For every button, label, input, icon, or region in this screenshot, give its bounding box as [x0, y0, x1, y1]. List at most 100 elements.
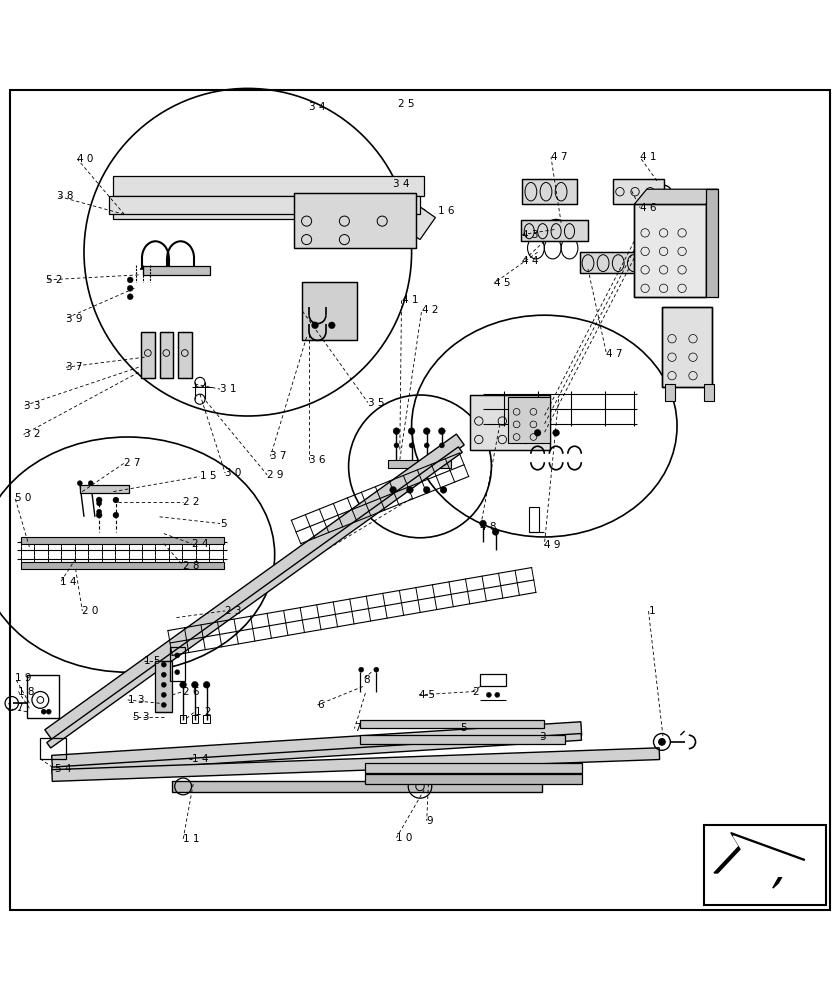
Bar — [172, 781, 542, 792]
Text: 1 6: 1 6 — [438, 206, 455, 216]
Text: 5 2: 5 2 — [46, 275, 63, 285]
Text: 3 2: 3 2 — [24, 429, 40, 439]
Text: 1 5: 1 5 — [200, 471, 217, 481]
Text: 1 5: 1 5 — [144, 656, 161, 666]
Text: 4-5: 4-5 — [418, 690, 435, 700]
Text: 3 8: 3 8 — [57, 191, 74, 201]
Text: 5: 5 — [460, 723, 467, 733]
Text: 2 3: 2 3 — [225, 606, 242, 616]
Circle shape — [553, 429, 559, 436]
Bar — [192, 715, 198, 723]
Text: 3 1: 3 1 — [220, 384, 237, 394]
Polygon shape — [717, 836, 807, 891]
Bar — [508, 397, 550, 443]
Polygon shape — [113, 209, 424, 219]
Circle shape — [161, 672, 166, 677]
Bar — [704, 825, 826, 905]
Text: 4 5: 4 5 — [494, 278, 511, 288]
Polygon shape — [706, 189, 718, 297]
Text: 2 4: 2 4 — [192, 539, 208, 549]
Circle shape — [492, 529, 499, 535]
Text: 4 2: 4 2 — [422, 305, 438, 315]
Text: 4 9: 4 9 — [544, 540, 561, 550]
Text: 3 9: 3 9 — [66, 314, 82, 324]
Circle shape — [328, 322, 335, 329]
Polygon shape — [52, 734, 581, 774]
Circle shape — [409, 443, 414, 448]
Circle shape — [495, 692, 500, 697]
Polygon shape — [714, 833, 805, 888]
Polygon shape — [52, 748, 659, 781]
Circle shape — [97, 501, 102, 506]
Circle shape — [440, 487, 447, 493]
Circle shape — [407, 487, 413, 493]
Text: 4 7: 4 7 — [551, 152, 568, 162]
Polygon shape — [51, 722, 582, 769]
Circle shape — [423, 487, 430, 493]
Bar — [180, 715, 186, 723]
Bar — [388, 460, 451, 468]
Text: 8: 8 — [363, 675, 370, 685]
Circle shape — [480, 520, 486, 527]
Bar — [170, 647, 185, 681]
Circle shape — [128, 294, 133, 300]
Circle shape — [113, 512, 119, 518]
Text: 4 3: 4 3 — [522, 230, 539, 240]
Text: 2: 2 — [472, 687, 479, 697]
Text: 2 6: 2 6 — [183, 687, 200, 697]
Text: 4 1: 4 1 — [640, 152, 657, 162]
Bar — [634, 204, 706, 297]
Bar — [160, 332, 173, 378]
Text: 2 5: 2 5 — [398, 99, 415, 109]
Text: 2 0: 2 0 — [82, 606, 98, 616]
Bar — [302, 282, 357, 340]
Circle shape — [161, 692, 166, 697]
Text: 4 7: 4 7 — [606, 349, 623, 359]
Text: 1 4: 1 4 — [60, 577, 77, 587]
Bar — [360, 720, 544, 728]
Bar — [365, 763, 582, 773]
Text: 1 9: 1 9 — [15, 673, 32, 683]
Circle shape — [312, 322, 318, 329]
Text: 3 7: 3 7 — [66, 362, 82, 372]
Bar — [521, 220, 588, 241]
Text: 4 1: 4 1 — [402, 295, 418, 305]
Circle shape — [408, 428, 415, 434]
Circle shape — [161, 702, 166, 707]
Circle shape — [180, 681, 186, 688]
Bar — [704, 384, 714, 401]
Text: 4 0: 4 0 — [77, 154, 93, 164]
Text: 1: 1 — [648, 606, 655, 616]
Text: 6: 6 — [318, 700, 324, 710]
Circle shape — [394, 443, 399, 448]
Bar — [365, 774, 582, 784]
Circle shape — [534, 429, 541, 436]
Bar — [40, 738, 66, 759]
Bar — [143, 266, 210, 275]
Polygon shape — [113, 176, 424, 196]
Text: 1 1: 1 1 — [183, 834, 200, 844]
Bar — [27, 675, 59, 718]
Bar — [178, 332, 192, 378]
Text: 9: 9 — [427, 816, 433, 826]
Bar — [360, 735, 565, 744]
Circle shape — [203, 681, 210, 688]
Bar — [470, 395, 550, 450]
Text: 1 7: 1 7 — [7, 703, 24, 713]
Circle shape — [423, 428, 430, 434]
Bar — [529, 507, 539, 532]
Circle shape — [175, 670, 180, 675]
Bar — [80, 485, 129, 493]
Polygon shape — [47, 447, 462, 748]
Text: 2 9: 2 9 — [267, 470, 284, 480]
Text: 2 2: 2 2 — [183, 497, 200, 507]
Text: 5 3: 5 3 — [133, 712, 150, 722]
Text: 4 6: 4 6 — [640, 203, 657, 213]
Circle shape — [161, 682, 166, 687]
Bar — [665, 384, 675, 401]
Bar — [21, 537, 224, 544]
Circle shape — [390, 487, 396, 493]
Bar — [21, 562, 224, 569]
Text: 1 8: 1 8 — [18, 687, 35, 697]
Bar — [580, 252, 655, 273]
